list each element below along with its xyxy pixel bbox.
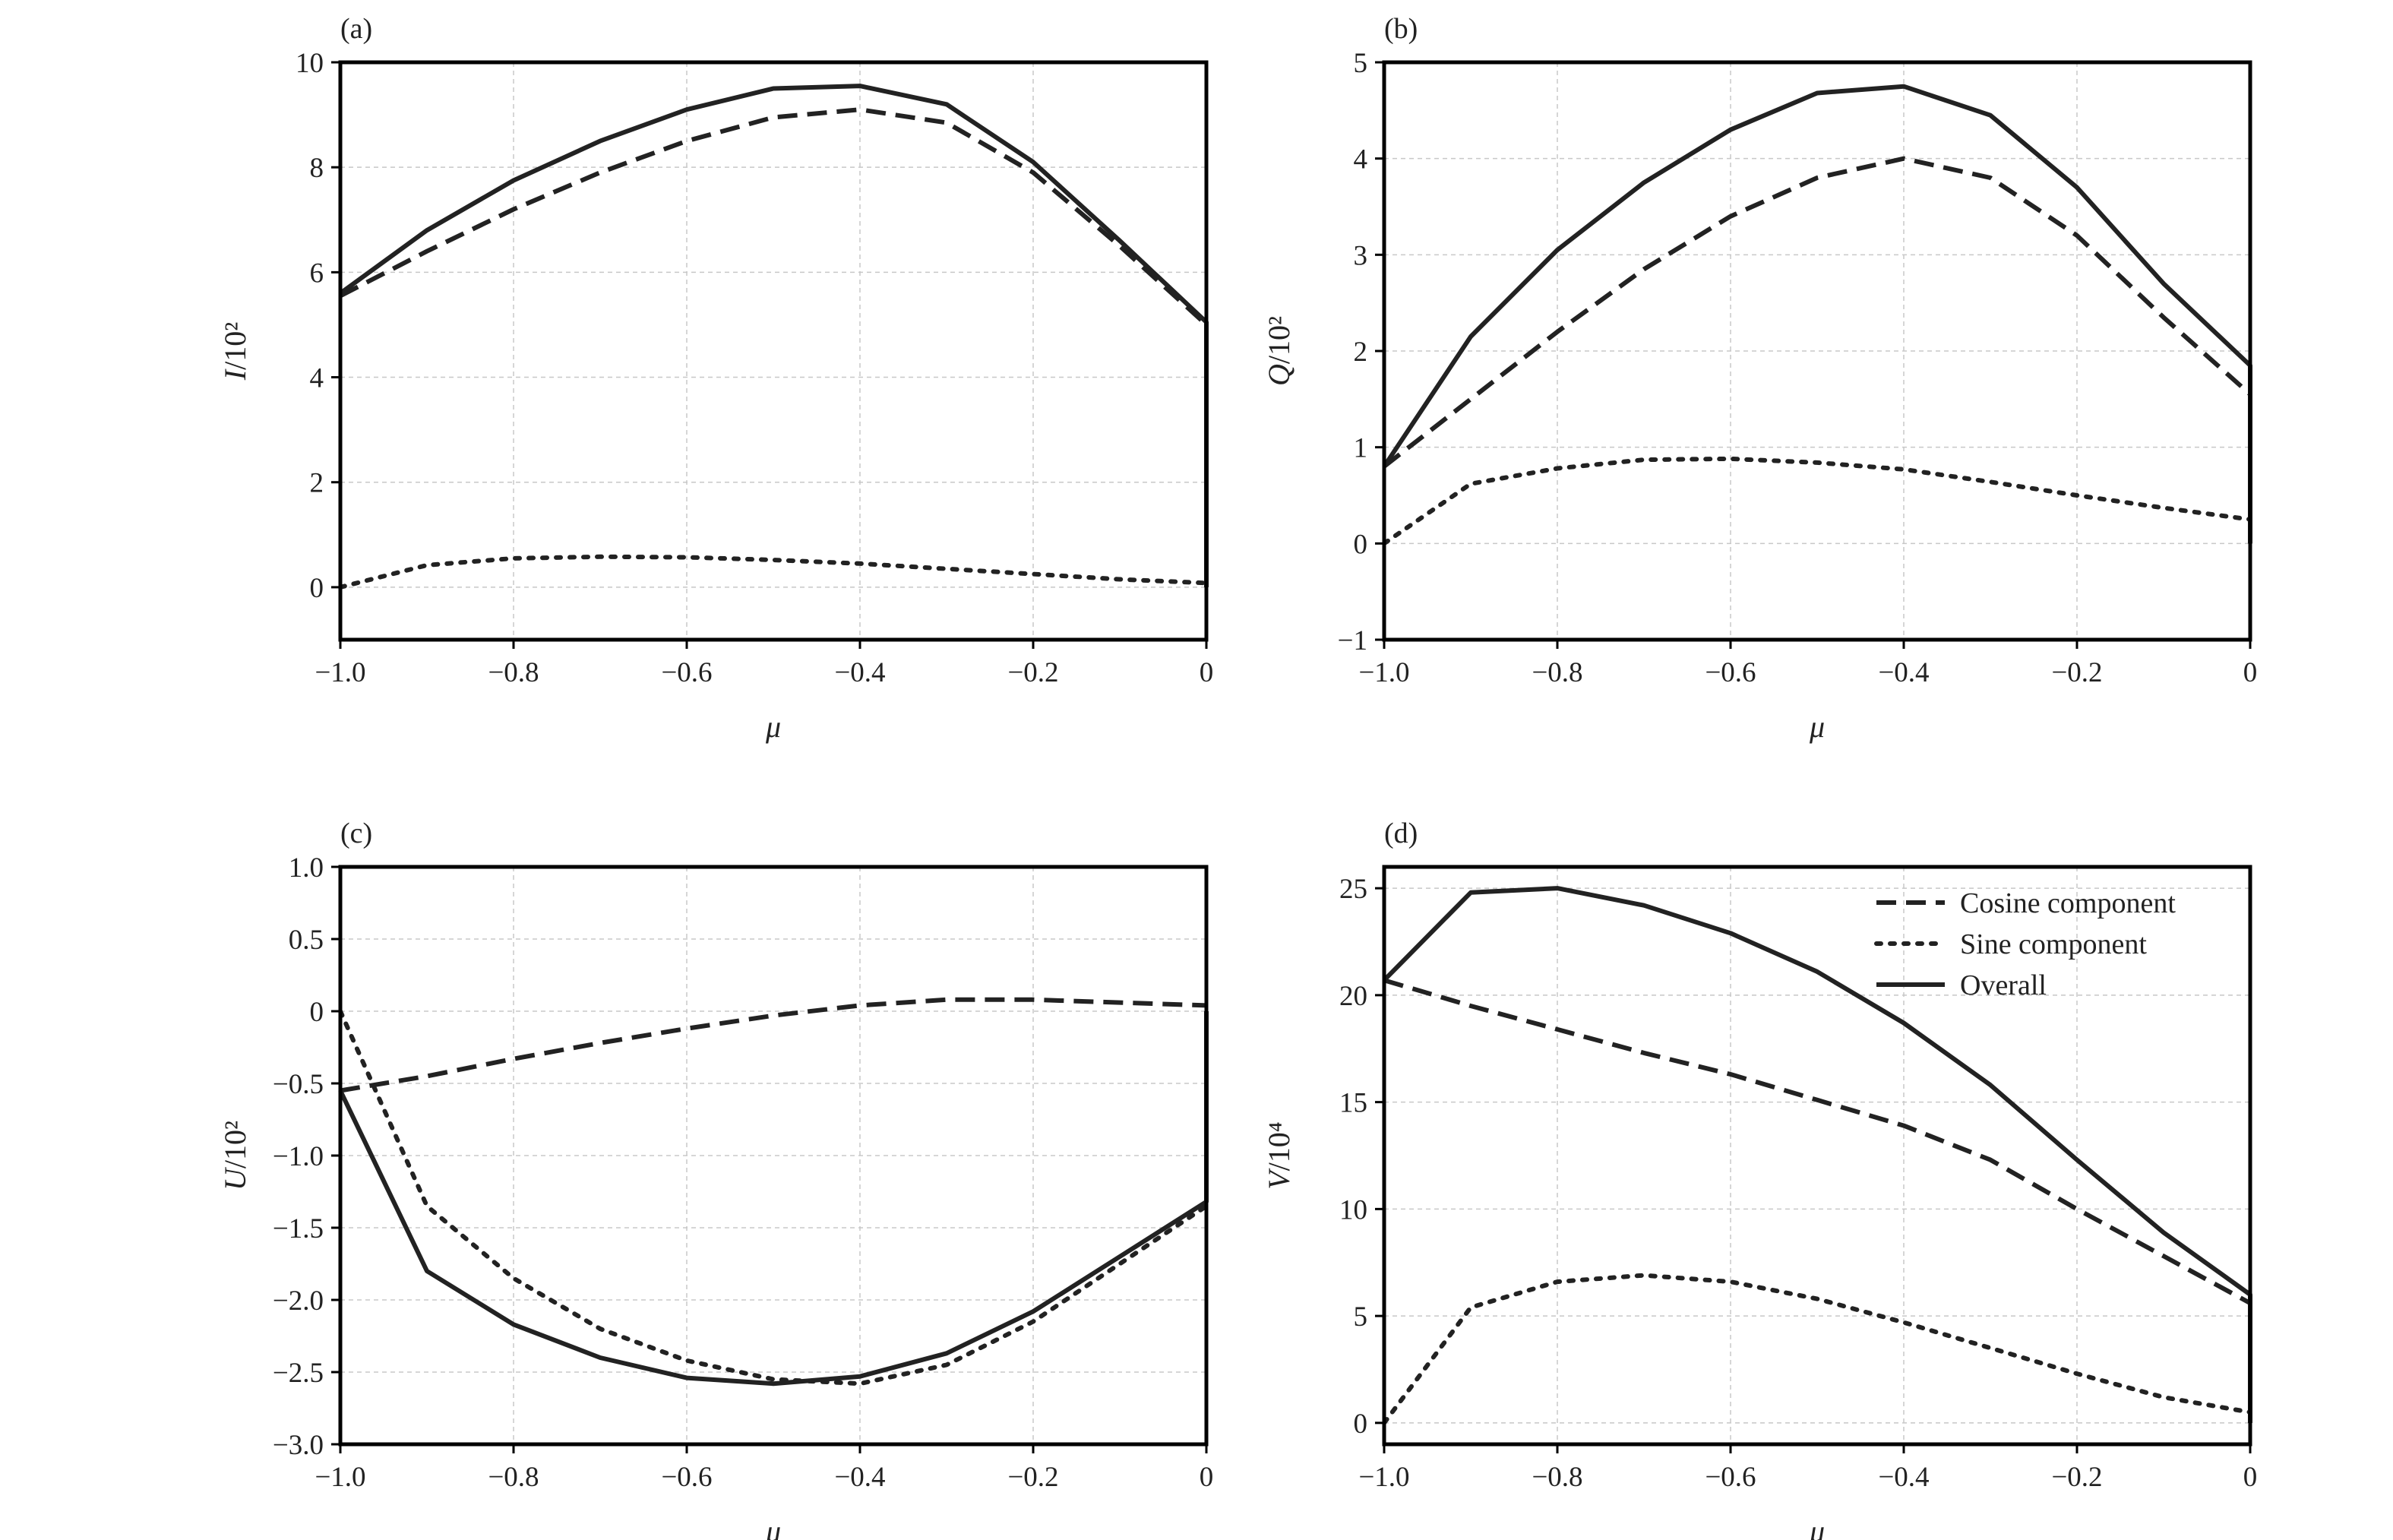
plot-frame	[1382, 865, 2252, 1447]
y-tick-label: −3.0	[273, 1430, 324, 1461]
x-tick-label: −0.8	[488, 657, 539, 688]
series-sine-line	[338, 1009, 1209, 1387]
x-tick-label: −0.4	[1878, 657, 1929, 688]
x-axis-label: μ	[765, 710, 781, 744]
x-tick-label: −0.4	[834, 1462, 885, 1493]
series-cosine-line	[1383, 156, 2252, 544]
x-tick-label: −0.6	[661, 1462, 712, 1493]
series-sine-line	[1382, 1273, 2252, 1425]
y-axis-variable: U	[218, 1166, 252, 1191]
y-tick-label: 5	[1354, 1301, 1368, 1333]
x-tick-label: −0.2	[1007, 657, 1058, 688]
x-tick-label: −0.8	[1532, 1462, 1582, 1493]
y-tick-label: −2.5	[273, 1358, 324, 1389]
y-tick-label: 10	[296, 48, 324, 79]
y-tick-label: 15	[1339, 1088, 1367, 1119]
y-axis-unit: /10²	[218, 1121, 252, 1168]
x-axis-label: μ	[1809, 710, 1825, 744]
x-tick-label: −0.4	[1878, 1462, 1929, 1493]
y-tick-label: 2	[310, 468, 324, 499]
legend: Cosine component Sine component Overall	[1874, 887, 2176, 1001]
y-tick-label: 5	[1354, 48, 1368, 79]
y-axis-label: U/10²	[218, 1121, 252, 1191]
x-tick-label: −0.2	[2051, 657, 2102, 688]
x-tick-label: −0.2	[2051, 1462, 2102, 1493]
x-tick-label: −0.2	[1007, 1462, 1058, 1493]
series-sine-line	[1382, 456, 2252, 546]
y-tick-label: −1.5	[273, 1213, 324, 1244]
y-tick-label: 4	[310, 363, 324, 394]
y-axis-unit: /10²	[1262, 316, 1296, 364]
y-tick-label: −2.0	[273, 1285, 324, 1317]
x-axis-label: μ	[1809, 1514, 1825, 1540]
x-tick-label: 0	[2243, 1462, 2258, 1493]
y-tick-label: 3	[1354, 240, 1368, 271]
y-tick-label: −0.5	[273, 1069, 324, 1100]
y-tick-label: 0	[1354, 529, 1368, 560]
y-axis-variable: V	[1262, 1168, 1296, 1190]
x-axis-label: μ	[765, 1514, 781, 1540]
series-sine-line	[338, 554, 1209, 590]
x-tick-label: 0	[2243, 657, 2258, 688]
y-tick-label: 6	[310, 258, 324, 289]
y-tick-label: −1	[1338, 625, 1367, 656]
y-axis-variable: Q	[1262, 364, 1296, 386]
x-tick-label: 0	[1200, 1462, 1214, 1493]
y-axis-unit: /10²	[218, 322, 252, 370]
panel-b: −1.0 −0.8 −0.6 −0.4 −0.2 0 −1 0 1 2 3 4 5 (b) μ Q/10²	[1262, 13, 2257, 744]
y-tick-label: 1.0	[289, 852, 324, 884]
panel-label: (b)	[1384, 13, 1418, 45]
series-cosine-line	[340, 997, 1207, 1093]
y-axis-unit: /10⁴	[1262, 1121, 1296, 1171]
x-tick-label: −0.8	[488, 1462, 539, 1493]
panel-a: −1.0 −0.8 −0.6 −0.4 −0.2 0 0 2 4 6 8 10 (a) μ I/10²	[218, 13, 1213, 744]
y-tick-label: 20	[1339, 981, 1367, 1012]
y-tick-label: 0	[310, 573, 324, 604]
y-tick-label: 0	[1354, 1409, 1368, 1440]
y-tick-label: 2	[1354, 337, 1368, 368]
y-tick-label: 25	[1339, 874, 1367, 905]
x-tick-label: −0.4	[834, 657, 885, 688]
x-tick-label: −0.6	[1705, 1462, 1756, 1493]
x-tick-label: 0	[1200, 657, 1214, 688]
x-tick-label: −0.6	[1705, 657, 1756, 688]
panel-label: (a)	[340, 13, 372, 45]
series-cosine-line	[1383, 978, 2252, 1423]
plot-frame	[338, 60, 1209, 642]
legend-label-overall: Overall	[1960, 969, 2047, 1001]
x-tick-label: −0.8	[1532, 657, 1582, 688]
y-tick-label: −1.0	[273, 1141, 324, 1172]
y-tick-label: 0.5	[289, 925, 324, 956]
x-tick-label: −1.0	[315, 1462, 365, 1493]
series-overall-line	[339, 84, 1209, 587]
panel-c: −1.0 −0.8 −0.6 −0.4 −0.2 0 −3.0 −2.5 −2.0 −1.5 −1.…	[218, 817, 1213, 1540]
y-axis-label: V/10⁴	[1262, 1121, 1296, 1190]
series-cosine-line	[339, 107, 1209, 587]
legend-label-cosine: Cosine component	[1960, 887, 2176, 919]
panel-label: (c)	[340, 817, 372, 849]
x-tick-label: −0.6	[661, 657, 712, 688]
y-tick-label: 8	[310, 153, 324, 184]
panel-label: (d)	[1384, 817, 1418, 849]
y-tick-label: 1	[1354, 433, 1368, 464]
series-overall-line	[338, 1011, 1209, 1387]
y-axis-variable: I	[218, 368, 252, 381]
x-tick-label: −1.0	[1358, 657, 1409, 688]
y-tick-label: 0	[310, 997, 324, 1028]
x-tick-label: −1.0	[315, 657, 365, 688]
x-tick-label: −1.0	[1358, 1462, 1409, 1493]
series-overall-line	[1382, 886, 2252, 1423]
y-axis-label: Q/10²	[1262, 316, 1296, 386]
y-axis-label: I/10²	[218, 322, 252, 381]
y-tick-label: 4	[1354, 144, 1368, 176]
series-overall-line	[1382, 84, 2252, 544]
panel-d: −1.0 −0.8 −0.6 −0.4 −0.2 0 0 5 10 15 20 25 (d) μ V/10⁴	[1262, 817, 2257, 1540]
legend-label-sine: Sine component	[1960, 928, 2147, 960]
y-tick-label: 10	[1339, 1194, 1367, 1225]
